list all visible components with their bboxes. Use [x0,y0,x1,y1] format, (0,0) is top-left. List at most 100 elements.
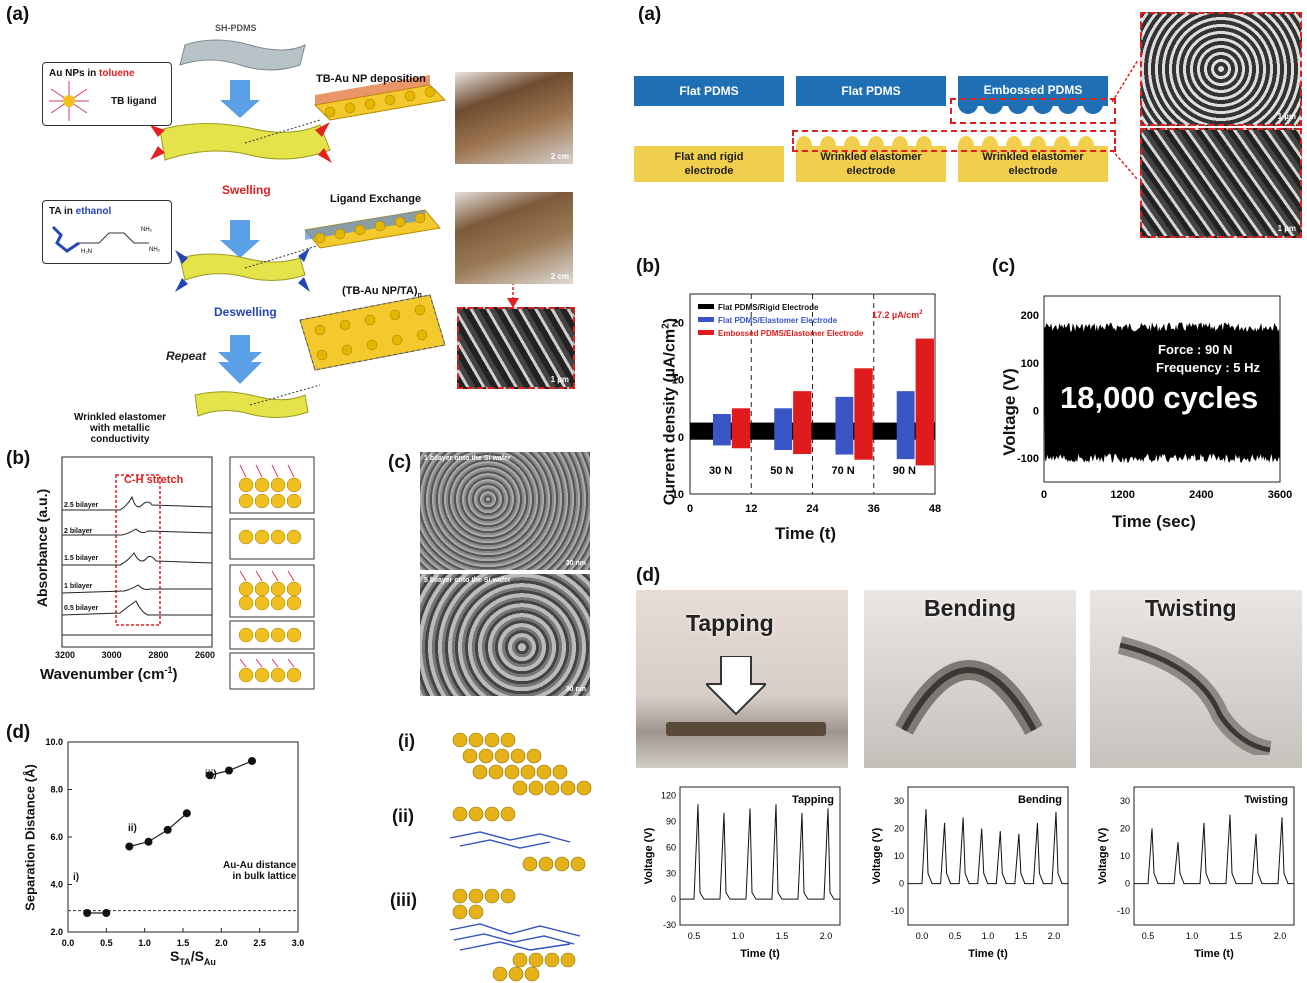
mv-ytick: 60 [666,842,676,852]
photo-film-1: 2 cm [455,72,573,164]
mv-ylabel: Voltage (V) [643,827,655,884]
mv-ytick: 90 [666,817,676,827]
cd-xlabel: Time (t) [775,524,837,543]
cd-legend-label: Flat PDMS/Rigid Electrode [718,303,819,312]
deswelling-label: Deswelling [214,305,277,319]
au-np-box: Au NPs in toluene TB ligand [42,62,172,126]
sd-ylabel: Separation Distance (Å) [22,764,38,911]
vc-frequency: Frequency : 5 Hz [1156,360,1261,375]
photo-bending: Bending [864,590,1076,768]
photo-twisting: Twisting [1090,590,1302,768]
vc-xtick: 0 [1041,489,1047,501]
cd-ytick: 10 [672,375,684,387]
cd-xtick: 12 [745,503,757,515]
mv-xlabel: Time (t) [740,948,780,960]
mv-ytick: 120 [661,791,676,801]
panel-d-right-label: (d) [636,565,661,586]
panel-c-right-label: (c) [992,256,1016,277]
red-dash-connectors [1111,59,1139,181]
panel-b-left-label: (b) [6,448,31,469]
sem-wrinkled: 1 µm [1140,128,1302,238]
bilayer-label-3: 1 bilayer [64,583,93,590]
mv-xtick: 1.0 [982,931,995,941]
panel-a-right-label: (a) [638,4,662,25]
vc-force: Force : 90 N [1158,342,1233,357]
mv-xtick: 1.0 [1186,931,1199,941]
sd-point [83,909,92,917]
vc-xtick: 3600 [1268,489,1292,501]
lattice-label-iii: (iii) [390,890,417,910]
bilayer-label-1: 2 bilayer [64,528,93,535]
vc-cycles: 18,000 cycles [1060,380,1259,415]
mv-ylabel: Voltage (V) [871,827,883,884]
cd-bar-red [854,368,873,460]
ch-stretch-label: C-H stretch [124,474,184,486]
cd-ytick: 20 [672,318,684,330]
sd-annotation: Au-Au distance in bulk lattice [223,860,297,882]
sd-xtick: 0.0 [62,938,75,948]
sd-ytick: 4.0 [50,880,63,890]
mv-trace [1134,814,1294,885]
mv-xtick: 1.5 [1230,931,1243,941]
bent-device-shape [895,660,1043,735]
motion-voltage-plots: Tapping 120 90 60 30 0 -30 0.5 1.0 1.5 2.0 Voltage … [643,786,1295,960]
cd-xtick: 48 [929,503,941,515]
mv-title: Bending [1018,794,1062,806]
sem-1-bilayer: 1 bilayer onto the Si wafer 30 nm [420,452,590,570]
sd-ytick: 2.0 [50,927,63,937]
vc-ytick: 100 [1021,358,1039,370]
ir-ylabel: Absorbance (a.u.) [34,488,50,608]
bilayer-label-4: 0.5 bilayer [64,605,99,612]
mv-ytick: 30 [666,868,676,878]
mv-ytick: -30 [663,920,676,930]
mv-ytick: -10 [1117,906,1130,916]
sd-xtick: 1.5 [177,938,190,948]
panel-b-right-label: (b) [636,256,661,277]
ligand-exchange-label: Ligand Exchange [330,193,422,205]
mv-trace [908,809,1068,885]
red-dash-box-1 [950,98,1116,124]
mv-ytick: 0 [899,879,904,889]
cd-force-label: 70 N [832,465,855,477]
panel-a-left-label: (a) [6,4,30,25]
sd-point [144,837,153,846]
cd-legend-swatch [698,304,714,309]
cd-bar-blue [896,391,915,460]
cd-xtick: 24 [806,503,819,515]
svg-text:NH₂: NH₂ [149,247,161,253]
sd-xtick: 2.0 [215,938,228,948]
mv-xtick: 0.0 [916,931,929,941]
sd-xtick: 2.5 [253,938,266,948]
svg-text:H₂N: H₂N [81,249,92,255]
mv-frame [907,786,1069,926]
np-layer-3 [299,294,446,371]
mv-xtick: 1.0 [732,931,745,941]
sem-5-bilayer: 5 bilayer onto the Si wafer 30 nm [420,574,590,696]
ligand-icon [49,81,89,121]
mv-frame [1133,786,1295,926]
cd-force-label: 90 N [893,465,916,477]
mv-xtick: 1.5 [776,931,789,941]
wrinkled-label: Wrinkled elastomer with metallic conducti… [73,412,167,445]
vc-ytick: 200 [1021,310,1039,322]
ir-spectra-plot [61,456,213,648]
mv-ytick: -10 [891,906,904,916]
pdms-block-2: Flat PDMS [796,76,946,106]
cd-bar-blue [774,408,793,450]
down-arrow-icon [706,656,766,716]
photo-tapping: Tapping [636,590,848,768]
red-dash-box-2 [792,130,1116,152]
point-label-ii: ii) [128,823,137,834]
cd-legend-swatch [698,317,714,322]
embossed-bumps [958,104,1103,114]
sd-series-line [129,812,188,848]
voltage-cycles-chart: -100 0 100 200 0 1200 2400 3600 [1017,295,1292,501]
sd-xlabel: STA/SAu [170,948,216,967]
photo-film-2: 2 cm [455,192,573,284]
cd-legend-label: Embossed PDMS/Elastomer Electrode [718,329,864,338]
vc-xtick: 2400 [1189,489,1213,501]
cd-force-label: 50 N [770,465,793,477]
cd-ylabel: Current density (µA/cm2) [660,318,679,506]
sd-xtick: 0.5 [100,938,113,948]
